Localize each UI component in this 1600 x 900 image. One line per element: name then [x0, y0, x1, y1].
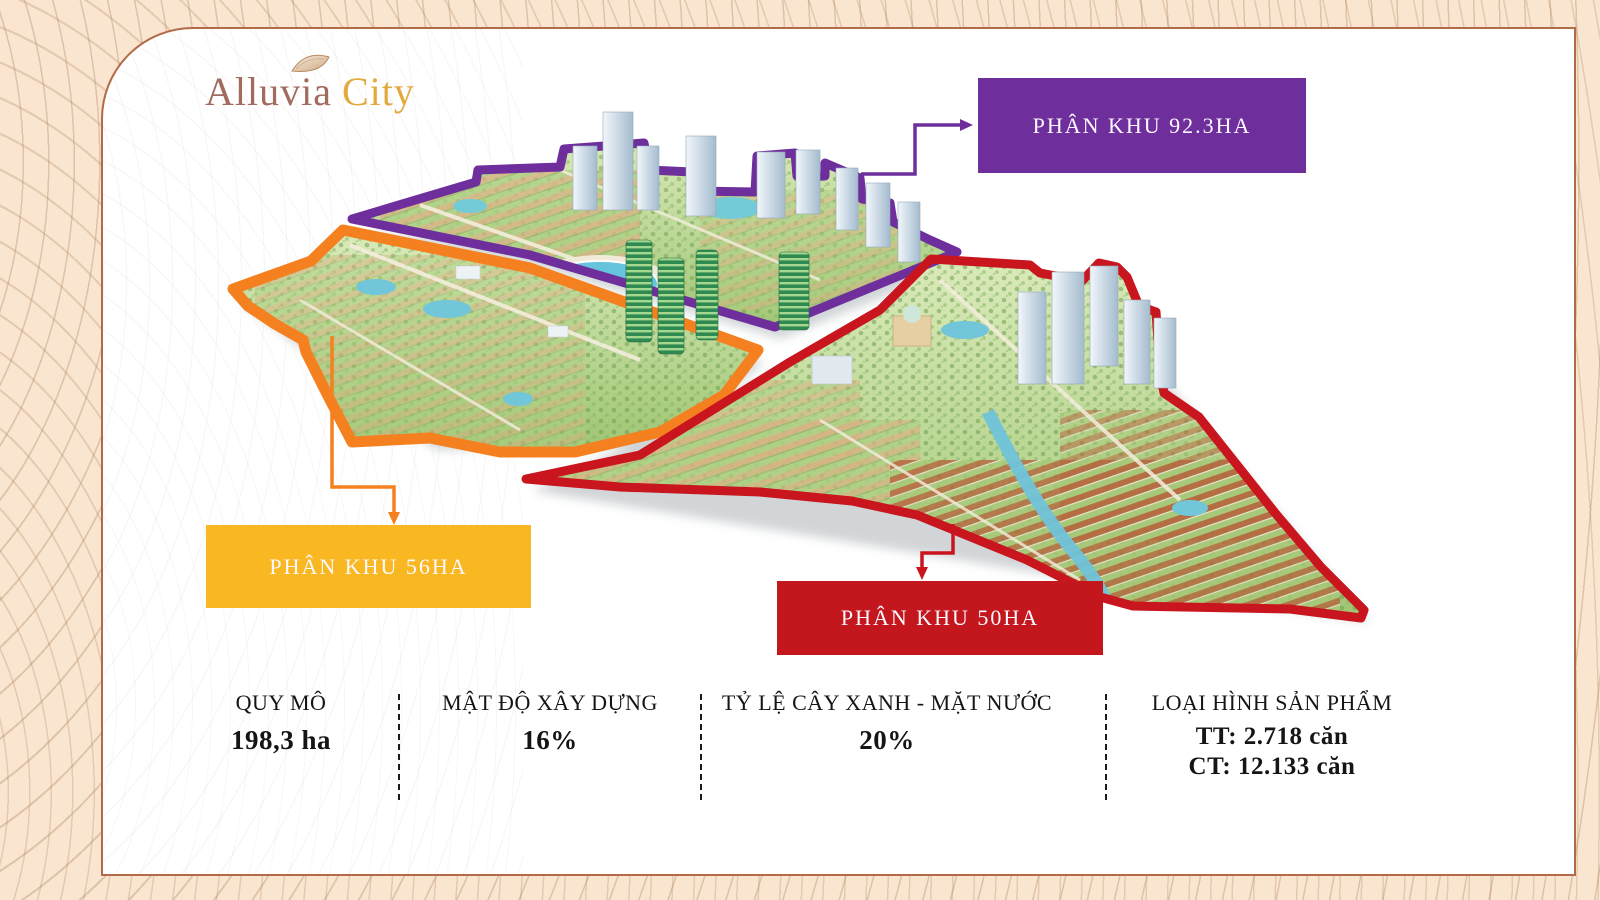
stat-value-2: CT: 12.133 căn — [1188, 753, 1356, 780]
logo-name: Alluvia — [205, 69, 332, 114]
stat-loai-hinh-san-pham: LOẠI HÌNH SẢN PHẨM TT: 2.718 căn CT: 12.… — [1107, 690, 1437, 781]
logo-suffix: City — [341, 69, 415, 114]
stat-value: 20% — [859, 725, 915, 755]
zone-label-text: PHÂN KHU 50HA — [840, 605, 1040, 630]
stat-label: TỶ LỆ CÂY XANH - MẶT NƯỚC — [721, 690, 1053, 715]
stat-value: 198,3 ha — [230, 725, 332, 755]
stats-divider — [700, 694, 702, 800]
stat-label: LOẠI HÌNH SẢN PHẨM — [1151, 690, 1393, 715]
stat-mat-do-xay-dung: MẬT ĐỘ XÂY DỰNG 16% — [410, 690, 690, 756]
zone-label-text: PHÂN KHU 92.3HA — [1032, 112, 1252, 138]
stat-value: 16% — [522, 725, 578, 755]
stat-ty-le-cay-xanh: TỶ LỆ CÂY XANH - MẶT NƯỚC 20% — [712, 690, 1062, 756]
logo: Alluvia City — [205, 54, 415, 115]
stats-divider — [1105, 694, 1107, 800]
stats-divider — [398, 694, 400, 800]
zone-label-56ha: PHÂN KHU 56HA — [206, 525, 531, 608]
stat-label: MẬT ĐỘ XÂY DỰNG — [442, 690, 658, 715]
zone-label-92-3ha: PHÂN KHU 92.3HA — [978, 78, 1306, 173]
leaf-icon — [291, 54, 330, 72]
stat-quy-mo: QUY MÔ 198,3 ha — [156, 690, 406, 756]
zone-label-50ha: PHÂN KHU 50HA — [777, 581, 1103, 655]
stat-value: TT: 2.718 căn — [1195, 723, 1349, 750]
stat-label: QUY MÔ — [235, 690, 327, 715]
zone-label-text: PHÂN KHU 56HA — [269, 553, 468, 579]
